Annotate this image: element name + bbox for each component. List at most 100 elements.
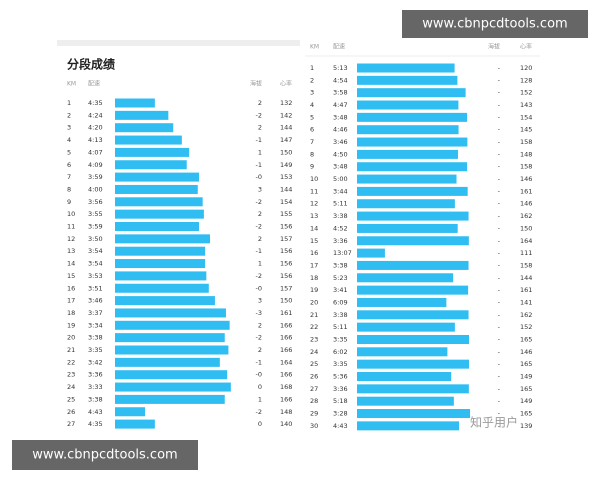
heart-rate: 168 <box>280 383 292 391</box>
elevation: - <box>498 187 501 195</box>
pace-bar <box>357 322 455 332</box>
pace: 4:35 <box>88 99 103 107</box>
heart-rate: 145 <box>520 126 532 134</box>
pace: 3:54 <box>88 260 103 268</box>
pace: 3:38 <box>88 395 103 403</box>
heart-rate: 144 <box>280 185 292 193</box>
km: 5 <box>310 113 314 121</box>
elevation: - <box>498 237 501 245</box>
km: 20 <box>310 298 318 306</box>
heart-rate: 153 <box>280 173 292 181</box>
pace-bar <box>357 372 452 381</box>
pace-bar <box>115 296 215 306</box>
heart-rate: 148 <box>520 150 532 158</box>
heart-rate: 166 <box>280 321 292 329</box>
pace-bar <box>115 98 155 108</box>
km: 14 <box>310 224 318 232</box>
pace-bar <box>357 162 468 172</box>
elevation: - <box>498 286 501 294</box>
elevation: 2 <box>258 124 262 132</box>
heart-rate: 156 <box>280 247 292 255</box>
elevation: -3 <box>256 309 262 317</box>
pace-bar <box>115 160 187 170</box>
elevation: - <box>498 385 501 393</box>
heart-rate: 158 <box>520 163 532 171</box>
elevation: 0 <box>258 383 262 391</box>
elevation: -1 <box>256 358 262 366</box>
heart-rate: 146 <box>520 200 532 208</box>
pace-bar <box>357 211 469 221</box>
watermark-box <box>12 440 198 470</box>
watermark: www.cbnpcdtools.com <box>422 17 567 32</box>
pace: 4:52 <box>333 224 348 232</box>
pace-bar <box>357 100 459 110</box>
pace-bar <box>357 149 458 159</box>
km: 6 <box>67 161 71 169</box>
pace-bar <box>357 75 458 85</box>
watermark: www.cbnpcdtools.com <box>32 448 177 463</box>
pace: 3:55 <box>88 210 103 218</box>
pace: 5:23 <box>333 274 348 282</box>
elevation: 0 <box>258 420 262 428</box>
pace: 3:54 <box>88 247 103 255</box>
km: 16 <box>67 284 75 292</box>
pace: 3:33 <box>88 383 103 391</box>
km: 7 <box>310 138 314 146</box>
pace: 4:20 <box>88 124 103 132</box>
km: 27 <box>67 420 75 428</box>
column-header: 海拔 <box>250 80 262 88</box>
pace-bar <box>357 223 458 233</box>
pace: 3:56 <box>88 198 103 206</box>
elevation: - <box>498 274 501 282</box>
pace-bar <box>357 409 471 419</box>
elevation: - <box>498 64 501 72</box>
km: 18 <box>310 274 318 282</box>
pace-bar <box>115 246 206 256</box>
elevation: -2 <box>256 198 262 206</box>
km: 21 <box>310 311 318 319</box>
pace: 3:35 <box>88 346 103 354</box>
pace-bar <box>357 63 455 73</box>
elevation: - <box>498 373 501 381</box>
elevation: -2 <box>256 111 262 119</box>
pace: 3:50 <box>88 235 103 243</box>
pace-bar <box>115 234 211 244</box>
heart-rate: 144 <box>280 124 292 132</box>
elevation: -0 <box>256 173 262 181</box>
pace-bar <box>357 112 468 122</box>
elevation: - <box>498 323 501 331</box>
pace-bar <box>357 297 447 307</box>
pace: 3:28 <box>333 410 348 418</box>
pace: 3:42 <box>88 358 103 366</box>
elevation: -2 <box>256 334 262 342</box>
pace-bar <box>115 382 231 392</box>
elevation: - <box>498 410 501 418</box>
pace: 6:02 <box>333 348 348 356</box>
top-strip <box>57 40 300 46</box>
heart-rate: 164 <box>280 358 292 366</box>
km: 9 <box>67 198 71 206</box>
pace: 4:24 <box>88 111 103 119</box>
km: 27 <box>310 385 318 393</box>
heart-rate: 111 <box>520 249 532 257</box>
km: 26 <box>310 373 318 381</box>
km: 8 <box>67 185 71 193</box>
pace: 3:53 <box>88 272 103 280</box>
pace-bar <box>115 283 209 293</box>
pace: 4:07 <box>88 148 103 156</box>
column-header: KM <box>310 44 319 51</box>
km: 29 <box>310 410 318 418</box>
pace-bar <box>357 384 469 394</box>
pace-bar <box>115 357 220 367</box>
pace-bar <box>115 345 229 355</box>
km: 9 <box>310 163 314 171</box>
pace-bar <box>357 396 454 406</box>
heart-rate: 146 <box>520 348 532 356</box>
pace: 3:35 <box>333 335 348 343</box>
elevation: - <box>498 101 501 109</box>
elevation: 1 <box>258 260 262 268</box>
elevation: - <box>498 360 501 368</box>
pace-bar <box>357 310 469 320</box>
